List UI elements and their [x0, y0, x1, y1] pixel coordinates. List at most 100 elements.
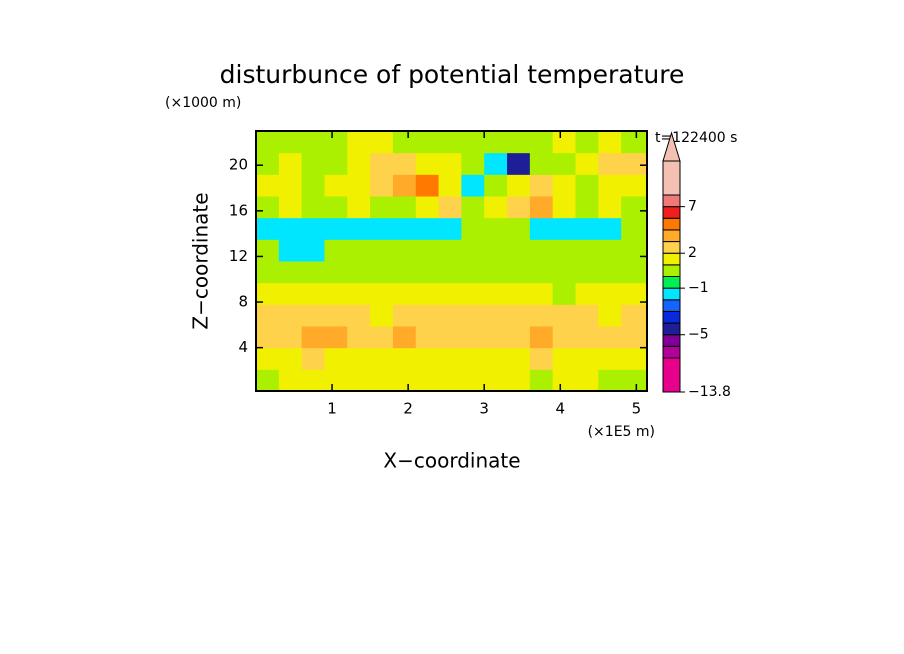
field-cell	[256, 261, 280, 284]
field-cell	[415, 131, 440, 154]
field-cell	[392, 196, 417, 219]
field-cell	[256, 217, 280, 240]
field-cell	[415, 304, 440, 327]
field-cell	[370, 239, 394, 262]
field-cell	[552, 369, 576, 392]
colorbar-segment	[662, 217, 681, 231]
field-cell	[598, 261, 622, 284]
field-cell	[278, 217, 303, 240]
field-cell	[347, 131, 371, 154]
field-cell	[461, 261, 485, 284]
field-cell	[507, 326, 531, 349]
x-tick-label: 5	[632, 400, 642, 418]
field-cell	[484, 347, 508, 370]
field-cell	[461, 326, 485, 349]
field-cell	[278, 282, 303, 305]
field-cell	[461, 217, 485, 240]
y-tick-label: 8	[238, 293, 248, 311]
field-cell	[256, 326, 280, 349]
field-cell	[621, 239, 648, 262]
field-cell	[301, 347, 325, 370]
field-cell	[415, 282, 440, 305]
field-cell	[552, 282, 576, 305]
field-cell	[415, 174, 440, 197]
colorbar-tick-label: −1	[688, 280, 709, 296]
field-cell	[347, 174, 371, 197]
field-cell	[598, 174, 622, 197]
field-cell	[575, 217, 599, 240]
field-cell	[256, 347, 280, 370]
field-cell	[598, 196, 622, 219]
field-cell	[529, 152, 554, 175]
field-cell	[507, 174, 531, 197]
field-cell	[347, 282, 371, 305]
field-cell	[507, 196, 531, 219]
field-cell	[370, 304, 394, 327]
chart-title: disturbunce of potential temperature	[220, 60, 685, 89]
field-cell	[621, 369, 648, 392]
field-cell	[598, 152, 622, 175]
field-cell	[598, 282, 622, 305]
field-cell	[461, 347, 485, 370]
field-cell	[575, 304, 599, 327]
field-cell	[392, 217, 417, 240]
field-cell	[575, 347, 599, 370]
field-cell	[324, 196, 348, 219]
field-cell	[347, 261, 371, 284]
colorbar-segment	[662, 299, 681, 312]
colorbar-segment	[662, 206, 681, 219]
colorbar-segment	[662, 252, 681, 266]
field-cell	[370, 131, 394, 154]
field-cell	[370, 347, 394, 370]
field-cell	[484, 196, 508, 219]
field-cell	[621, 152, 648, 175]
colorbar-tick-label: −5	[688, 327, 709, 343]
field-cell	[415, 152, 440, 175]
field-cell	[438, 369, 462, 392]
field-cell	[347, 152, 371, 175]
field-cell	[324, 239, 348, 262]
field-cell	[301, 326, 325, 349]
field-cell	[507, 369, 531, 392]
field-cell	[575, 131, 599, 154]
field-cell	[278, 239, 303, 262]
field-cell	[575, 326, 599, 349]
y-tick-label: 16	[229, 201, 248, 219]
field-cell	[598, 217, 622, 240]
field-cell	[575, 152, 599, 175]
field-cell	[278, 326, 303, 349]
field-cell	[438, 326, 462, 349]
field-cell	[370, 369, 394, 392]
field-cell	[392, 261, 417, 284]
field-cell	[324, 369, 348, 392]
field-cell	[370, 261, 394, 284]
field-cell	[438, 261, 462, 284]
field-cell	[552, 261, 576, 284]
field-cell	[438, 217, 462, 240]
field-cell	[256, 369, 280, 392]
field-cell	[575, 174, 599, 197]
colorbar-tick-label: 2	[688, 245, 697, 261]
field-cell	[301, 152, 325, 175]
field-cell	[301, 282, 325, 305]
field-cell	[461, 174, 485, 197]
colorbar-segment	[662, 310, 681, 324]
field-cell	[415, 261, 440, 284]
field-cell	[438, 239, 462, 262]
x-tick-label: 2	[403, 400, 413, 418]
field-cell	[370, 174, 394, 197]
field-cell	[415, 196, 440, 219]
field-cell	[529, 282, 554, 305]
field-cell	[392, 174, 417, 197]
field-cell	[370, 196, 394, 219]
field-cell	[347, 326, 371, 349]
colorbar-segment	[662, 334, 681, 347]
field-cell	[301, 174, 325, 197]
field-cell	[461, 282, 485, 305]
field-cell	[575, 239, 599, 262]
field-cell	[415, 326, 440, 349]
field-cell	[484, 282, 508, 305]
field-cell	[507, 239, 531, 262]
field-cell	[621, 347, 648, 370]
field-cell	[301, 131, 325, 154]
